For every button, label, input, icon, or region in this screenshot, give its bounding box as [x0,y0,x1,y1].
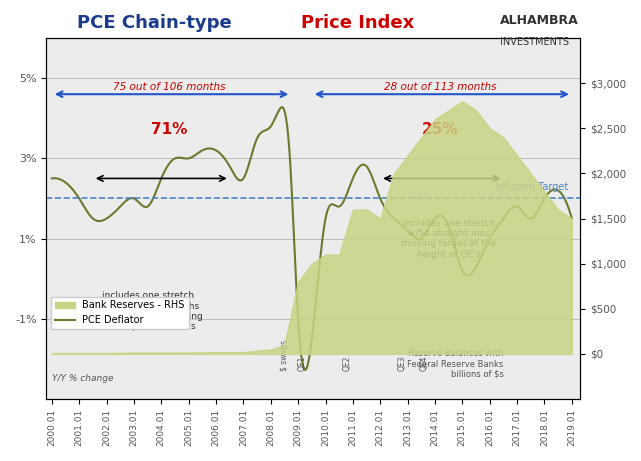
Text: 25%: 25% [422,122,459,137]
Text: Inflation Target: Inflation Target [495,183,569,193]
Text: includes one stretch
w/56 straight mos
missing target at the
height of QE's: includes one stretch w/56 straight mos m… [401,219,496,259]
Text: ALHAMBRA: ALHAMBRA [500,14,579,27]
Text: QE1: QE1 [297,355,307,371]
Text: 71%: 71% [151,122,188,137]
Text: PCE Chain-type: PCE Chain-type [77,14,238,32]
Text: QE3: QE3 [397,355,406,371]
Text: QE2: QE2 [343,355,352,371]
Text: QE4: QE4 [419,355,429,371]
Text: Reserve Balances with
Federal Reserve Banks
billions of $s: Reserve Balances with Federal Reserve Ba… [407,349,503,379]
Text: 28 out of 113 months: 28 out of 113 months [384,82,497,92]
Text: INVESTMENTS: INVESTMENTS [500,37,569,47]
Legend: Bank Reserves - RHS, PCE Deflator: Bank Reserves - RHS, PCE Deflator [51,296,188,329]
Text: $ swaps: $ swaps [280,340,289,371]
Text: Y/Y % change: Y/Y % change [52,374,113,383]
Text: 75 out of 106 months: 75 out of 106 months [113,82,226,92]
Text: Price Index: Price Index [301,14,415,32]
Text: includes one stretch
w/40 out of 44 months
exceeding target during
Greenspan's R: includes one stretch w/40 out of 44 mont… [93,291,203,331]
